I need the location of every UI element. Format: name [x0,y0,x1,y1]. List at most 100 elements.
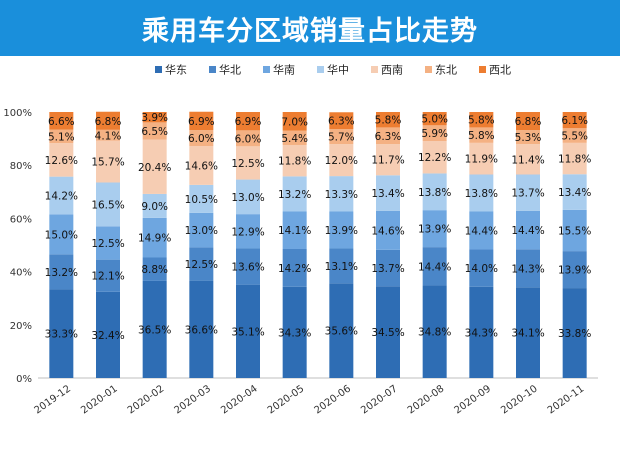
y-tick-label: 100% [3,108,32,119]
bar-segment-6-3 [189,111,214,131]
data-label-0-8: 34.8% [418,327,451,339]
bar-segment-6-1 [96,111,120,130]
bar-segment-2-2 [142,217,167,258]
bar-segment-1-4 [236,248,260,285]
data-label-0-1: 32.4% [91,330,124,342]
data-label-2-8: 13.9% [418,224,451,236]
bar-segment-3-6 [329,176,354,212]
data-label-1-10: 14.3% [511,263,544,275]
y-tick-label: 0% [16,374,32,385]
data-label-6-4: 6.9% [235,116,262,128]
bar-segment-5-4 [236,130,260,147]
data-label-1-9: 14.0% [465,263,498,275]
bar-segment-6-6 [329,112,354,130]
data-label-2-1: 12.5% [91,238,124,250]
x-tick-label: 2020-05 [266,383,307,416]
bar-segment-1-10 [516,249,540,288]
x-tick-label: 2020-04 [219,383,260,416]
data-label-5-1: 4.1% [95,130,122,142]
bar-segment-3-4 [236,179,260,215]
bar-segment-6-9 [469,112,494,128]
data-label-0-0: 33.3% [45,329,78,341]
bar-segment-5-0 [49,129,74,144]
title-banner: 乘用车分区域销量占比走势 [0,0,620,56]
bar-segment-1-9 [469,249,494,287]
bar-segment-1-2 [142,257,167,281]
data-label-3-2: 9.0% [141,201,168,213]
bar-segment-4-1 [96,140,120,183]
bar-segment-0-9 [469,286,494,378]
data-label-2-3: 13.0% [185,225,218,237]
bar-segment-3-7 [376,175,400,211]
bar-segment-5-1 [96,129,120,141]
data-label-0-2: 36.5% [138,324,171,336]
bar-segment-3-10 [516,174,540,211]
data-label-4-9: 11.9% [465,154,498,166]
data-label-1-11: 13.9% [558,265,591,277]
legend-swatch-4 [371,66,378,73]
x-tick-label: 2020-09 [453,383,494,416]
data-label-0-4: 35.1% [231,326,264,338]
data-label-2-9: 14.4% [465,225,498,237]
bar-segment-1-1 [96,259,120,292]
data-label-5-4: 6.0% [235,133,262,145]
bar-segment-4-6 [329,144,354,177]
data-label-5-10: 5.3% [515,132,542,144]
bar-segment-1-6 [329,248,354,284]
data-label-0-3: 36.6% [185,324,218,336]
data-label-2-0: 15.0% [45,229,78,241]
bar-segment-5-3 [189,130,214,147]
bar-segment-2-3 [189,212,214,248]
y-tick-label: 60% [10,214,32,225]
bar-segment-1-0 [49,254,74,290]
data-label-5-7: 6.3% [375,131,402,143]
bar-segment-5-6 [329,129,354,145]
bar-segment-0-3 [189,280,214,378]
bar-segment-4-2 [142,139,167,194]
data-label-5-9: 5.8% [468,130,495,142]
bar-segment-3-1 [96,182,120,227]
bar-segment-0-7 [376,286,400,378]
data-label-1-6: 13.1% [325,261,358,273]
legend-label-1: 华北 [219,63,241,77]
data-label-3-7: 13.4% [371,188,404,200]
data-label-2-5: 14.1% [278,225,311,237]
bar-segment-2-0 [49,214,74,255]
data-label-4-11: 11.8% [558,154,591,166]
bar-segment-1-11 [562,251,587,289]
legend-label-5: 东北 [435,64,457,77]
bar-segment-0-1 [96,291,120,378]
data-label-2-6: 13.9% [325,225,358,237]
bar-segment-2-6 [329,211,354,249]
bar-segment-3-3 [189,184,214,213]
bar-segment-4-8 [422,140,447,174]
bar-segment-5-5 [282,130,307,145]
data-label-5-5: 5.4% [281,133,308,145]
data-label-3-1: 16.5% [91,199,124,211]
legend-swatch-6 [479,66,486,73]
bar-segment-4-10 [516,144,540,175]
data-label-6-8: 5.0% [421,114,448,126]
bar-segment-5-10 [516,130,540,145]
bar-segment-3-8 [422,173,447,211]
data-label-3-8: 13.8% [418,187,451,199]
bar-segment-4-0 [49,143,74,177]
bar-segment-2-5 [282,211,307,249]
data-label-3-10: 13.7% [511,188,544,200]
y-tick-label: 40% [10,268,32,279]
data-label-1-8: 14.4% [418,261,451,273]
x-tick-label: 2020-03 [173,383,214,416]
bar-segment-6-7 [376,112,400,128]
bar-segment-0-5 [282,286,307,378]
data-label-6-2: 3.9% [141,112,168,124]
x-tick-label: 2020-01 [79,383,120,416]
data-label-1-2: 8.8% [141,264,168,276]
data-label-4-0: 12.6% [45,155,78,167]
bar-segment-3-9 [469,174,494,212]
bar-segment-2-1 [96,226,120,260]
data-label-6-9: 5.8% [468,115,495,127]
stacked-bar-chart: 华东 华北 华南 华中 西南 东北 西北 0% 20% 40% 60% 80% 100% 33.3% 13.… [3,63,598,416]
data-label-1-1: 12.1% [91,271,124,283]
bar-segment-2-7 [376,210,400,250]
